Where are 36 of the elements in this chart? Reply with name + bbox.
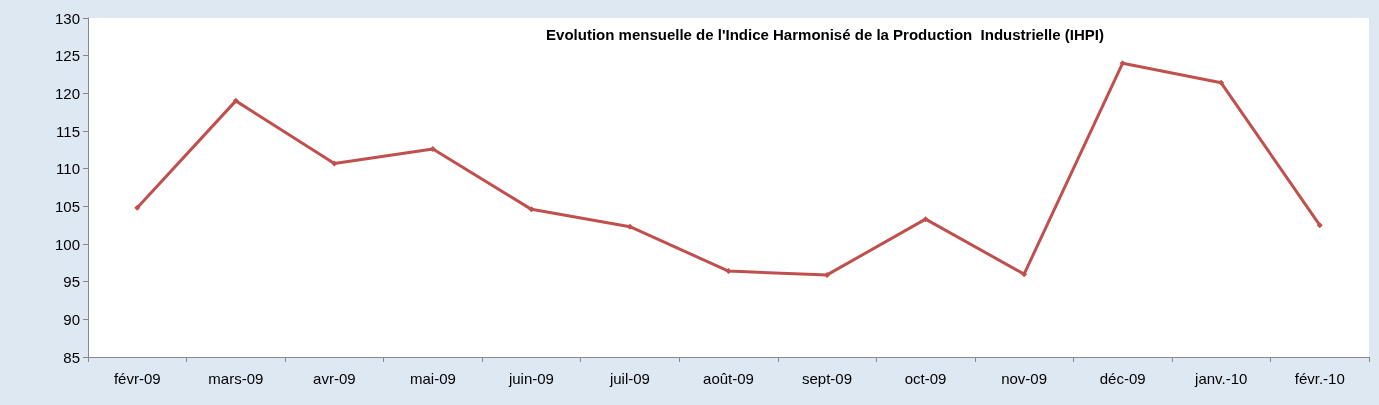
point <box>232 97 239 104</box>
y-tick-label: 100 <box>54 235 80 253</box>
point <box>528 206 535 213</box>
y-tick-label: 120 <box>54 84 80 102</box>
point <box>1021 271 1028 278</box>
y-tick-label: 95 <box>63 273 80 291</box>
x-tick-label: mars-09 <box>208 370 264 387</box>
x-tick-label: déc-09 <box>1099 370 1146 387</box>
y-tick-label: 85 <box>63 348 80 366</box>
y-tick-label: 125 <box>54 47 80 65</box>
x-tick-label: juil-09 <box>608 370 650 387</box>
point <box>1119 60 1126 67</box>
point <box>725 268 732 275</box>
y-tick-label: 110 <box>56 160 80 178</box>
x-tick-label: févr.-10 <box>1294 370 1345 387</box>
x-tick-label: mai-09 <box>409 370 456 387</box>
x-tick-label: juin-09 <box>507 370 554 387</box>
y-tick-label: 90 <box>63 310 80 328</box>
y-tick-label: 130 <box>54 9 80 27</box>
text: Evolution mensuelle de l'Indice Harmonisé de la Production Industrielle (IHPI) <box>546 26 1104 43</box>
point <box>922 216 929 223</box>
x-tick-label: avr-09 <box>313 370 356 387</box>
point <box>626 223 633 230</box>
y-tick-label: 105 <box>54 197 80 215</box>
point <box>331 160 338 167</box>
point <box>134 204 141 211</box>
x-tick-label: sept-09 <box>802 370 853 387</box>
point <box>1218 79 1225 86</box>
x-tick-label: nov-09 <box>1001 370 1048 387</box>
point <box>824 271 831 278</box>
x-tick-label: oct-09 <box>904 370 947 387</box>
x-tick-label: août-09 <box>703 370 754 387</box>
y-tick-label: 115 <box>56 122 80 140</box>
point <box>1316 222 1323 229</box>
x-tick-label: févr-09 <box>113 370 161 387</box>
x-tick-label: janv.-10 <box>1194 370 1248 387</box>
